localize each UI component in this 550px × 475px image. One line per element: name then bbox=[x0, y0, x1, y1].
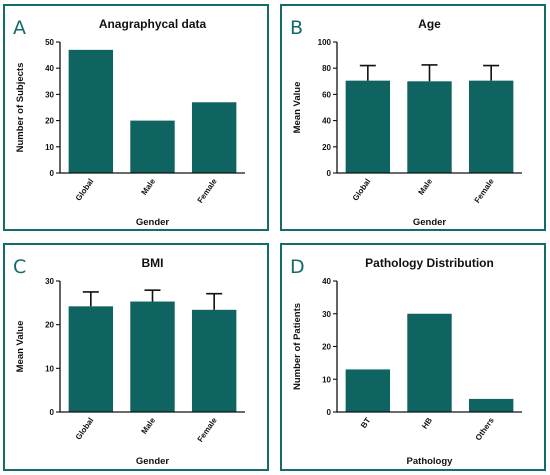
x-tick-label: Female bbox=[196, 177, 220, 205]
y-tick-label: 30 bbox=[45, 90, 54, 99]
x-tick-label: Male bbox=[140, 177, 158, 197]
y-tick-label: 0 bbox=[327, 408, 332, 417]
y-tick-label: 20 bbox=[322, 143, 331, 152]
bar-global bbox=[68, 306, 114, 412]
chart-c: C BMI Mean Value Gender Global Male Female 0 10 2… bbox=[13, 256, 245, 467]
y-axis-label: Number of Subjects bbox=[15, 63, 26, 153]
x-tick-label: Male bbox=[140, 416, 158, 436]
panel-letter: C bbox=[13, 256, 26, 278]
bar-male bbox=[130, 120, 175, 173]
x-tick-label: Global bbox=[74, 177, 96, 203]
bar-male bbox=[130, 301, 175, 412]
y-tick-label: 50 bbox=[45, 38, 54, 47]
panel-c: C BMI Mean Value Gender Global Male Female 0 10 2… bbox=[3, 243, 269, 471]
y-tick-label: 10 bbox=[45, 143, 54, 152]
y-tick-label: 0 bbox=[50, 169, 55, 178]
x-tick-label: BT bbox=[359, 416, 373, 430]
panel-letter: A bbox=[13, 17, 26, 39]
panel-letter: B bbox=[290, 17, 303, 39]
bar-bt bbox=[345, 369, 391, 412]
x-tick-label: Female bbox=[196, 416, 220, 444]
y-tick-label: 0 bbox=[50, 408, 55, 417]
y-axis-label: Mean Value bbox=[15, 321, 26, 373]
y-tick-label: 20 bbox=[322, 343, 331, 352]
bar-global bbox=[345, 80, 391, 173]
bar-female bbox=[191, 102, 237, 173]
bar-female bbox=[191, 309, 237, 412]
y-tick-label: 100 bbox=[318, 38, 332, 47]
x-axis-label: Gender bbox=[136, 217, 170, 228]
y-tick-label: 30 bbox=[45, 277, 54, 286]
chart-b: B Age Mean Value Gender Global Male Female 0 20 4… bbox=[290, 17, 522, 228]
y-tick-label: 10 bbox=[45, 364, 54, 373]
chart-title: Anagraphycal data bbox=[99, 17, 207, 31]
y-tick-label: 20 bbox=[45, 117, 54, 126]
y-axis-label: Mean Value bbox=[292, 82, 303, 134]
panel-a: A Anagraphycal data Number of Subjects Gend… bbox=[3, 4, 269, 231]
panel-d: D Pathology Distribution Number of Patient… bbox=[280, 243, 546, 471]
y-tick-label: 30 bbox=[322, 310, 331, 319]
y-tick-label: 40 bbox=[322, 117, 331, 126]
x-tick-label: Male bbox=[417, 177, 435, 197]
y-tick-label: 10 bbox=[322, 375, 331, 384]
x-axis-label: Pathology bbox=[407, 456, 454, 467]
chart-d: D Pathology Distribution Number of Patient… bbox=[290, 256, 522, 467]
x-axis-label: Gender bbox=[136, 456, 170, 467]
chart-title: Age bbox=[418, 17, 441, 31]
x-tick-label: Global bbox=[351, 177, 373, 203]
chart-title: BMI bbox=[142, 256, 164, 270]
chart-title: Pathology Distribution bbox=[365, 256, 494, 270]
bar-hb bbox=[407, 313, 452, 412]
y-tick-label: 0 bbox=[327, 169, 332, 178]
x-tick-label: Female bbox=[473, 177, 497, 205]
bar-others bbox=[468, 398, 514, 412]
y-axis-label: Number of Patients bbox=[292, 303, 303, 390]
bar-male bbox=[407, 81, 452, 173]
y-tick-label: 40 bbox=[45, 64, 54, 73]
chart-a: A Anagraphycal data Number of Subjects Gend… bbox=[13, 17, 245, 228]
bar-global bbox=[68, 49, 114, 173]
y-tick-label: 20 bbox=[45, 321, 54, 330]
x-tick-label: Global bbox=[74, 416, 96, 442]
x-tick-label: HB bbox=[420, 416, 434, 431]
y-tick-label: 60 bbox=[322, 90, 331, 99]
x-tick-label: Others bbox=[474, 416, 496, 443]
panel-b: B Age Mean Value Gender Global Male Female 0 20 4… bbox=[280, 4, 546, 231]
y-tick-label: 40 bbox=[322, 277, 331, 286]
y-tick-label: 80 bbox=[322, 64, 331, 73]
x-axis-label: Gender bbox=[413, 217, 447, 228]
panel-letter: D bbox=[290, 256, 305, 278]
bar-female bbox=[468, 80, 514, 173]
